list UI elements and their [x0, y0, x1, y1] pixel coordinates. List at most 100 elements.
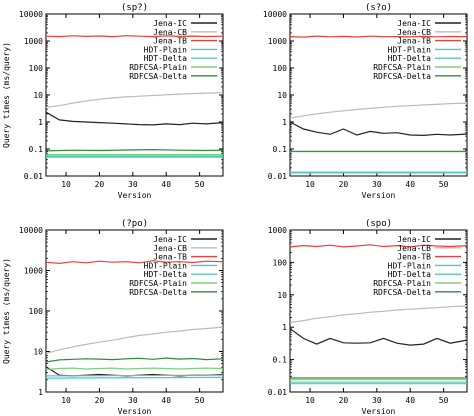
x-tick-label: 10	[61, 396, 71, 405]
series-line-jena-cb	[289, 102, 468, 119]
series-line-jena-tb	[45, 260, 224, 265]
legend-entry-label: Jena-IC	[153, 19, 187, 28]
y-tick-label: 10000	[19, 226, 43, 235]
x-tick-label: 50	[195, 180, 205, 189]
series-line-jena-ic	[289, 328, 468, 346]
y-tick-label: 1000	[24, 37, 43, 46]
x-tick-label: 10	[305, 396, 315, 405]
y-tick-label: 0.01	[268, 388, 287, 397]
y-tick-label: 0.1	[29, 145, 44, 154]
y-tick-label: 1000	[268, 37, 287, 46]
legend-entry-label: RDFCSA-Delta	[129, 72, 187, 81]
y-tick-label: 1000	[268, 226, 287, 235]
panel-title: (sp?)	[121, 3, 148, 13]
legend-entry-label: RDFCSA-Delta	[129, 288, 187, 297]
series-line-hdt-plain	[45, 376, 224, 379]
chart-panel-1: (s?o) 0.01 0.1 1 10 100 1000 10000 10 20 30 40 50 Ver…	[263, 3, 468, 200]
legend-entry-label: HDT-Delta	[388, 270, 432, 279]
legend-entry-label: Jena-TB	[153, 37, 187, 46]
legend-entry-label: HDT-Delta	[144, 54, 188, 63]
x-tick-label: 30	[128, 396, 138, 405]
series-line-jena-tb	[45, 35, 224, 38]
y-tick-label: 1000	[24, 267, 43, 276]
x-tick-label: 50	[195, 396, 205, 405]
legend-entry-label: RDFCSA-Plain	[373, 279, 431, 288]
x-tick-label: 40	[405, 180, 415, 189]
series-line-jena-ic	[45, 111, 224, 126]
legend-entry-label: HDT-Plain	[144, 45, 188, 54]
x-tick-label: 20	[95, 180, 105, 189]
legend-entry-label: Jena-CB	[153, 28, 187, 37]
chart-panel-3: (spo) 0.01 0.1 1 10 100 1000 10 20 30 40 50 Version J…	[268, 219, 468, 416]
chart-panels: (sp?) 0.01 0.1 1 10 100 1000 10000 10 20 30 40 50 Ver…	[19, 3, 468, 416]
legend-entry-label: RDFCSA-Plain	[129, 63, 187, 72]
y-tick-label: 10	[33, 348, 43, 357]
y-axis-title-top: Query times (ms/query)	[2, 42, 11, 148]
y-tick-label: 0.01	[24, 172, 43, 181]
x-axis-title: Version	[362, 407, 396, 416]
y-tick-label: 100	[29, 307, 44, 316]
y-tick-label: 0.1	[273, 145, 288, 154]
y-tick-label: 1	[282, 118, 287, 127]
y-tick-label: 100	[273, 258, 288, 267]
x-tick-label: 20	[339, 180, 349, 189]
legend-entry-label: Jena-CB	[397, 244, 431, 253]
chart-panel-0: (sp?) 0.01 0.1 1 10 100 1000 10000 10 20 30 40 50 Ver…	[19, 3, 224, 200]
legend-entry-label: Jena-TB	[153, 253, 187, 262]
legend-entry-label: HDT-Plain	[388, 261, 432, 270]
legend-entry-label: Jena-CB	[397, 28, 431, 37]
legend-entry-label: RDFCSA-Plain	[129, 279, 187, 288]
legend-entry-label: RDFCSA-Plain	[373, 63, 431, 72]
x-tick-label: 40	[161, 180, 171, 189]
series-line-rdfcsa-delta	[45, 357, 224, 363]
series-line-jena-ic	[289, 121, 468, 137]
x-tick-label: 30	[372, 396, 382, 405]
series-line-jena-cb	[45, 326, 224, 354]
panel-title: (spo)	[365, 219, 392, 229]
series-line-jena-tb	[289, 244, 468, 248]
x-tick-label: 10	[61, 180, 71, 189]
legend-entry-label: HDT-Plain	[388, 45, 432, 54]
plot-frame	[289, 229, 468, 393]
x-axis-title: Version	[118, 191, 152, 200]
legend-entry-label: HDT-Plain	[144, 261, 188, 270]
y-tick-label: 1	[282, 323, 287, 332]
y-tick-label: 10000	[19, 10, 43, 19]
x-axis-title: Version	[362, 191, 396, 200]
y-tick-label: 0.1	[273, 356, 288, 365]
chart-panel-2: (?po) 1 10 100 1000 10000 10 20 30 40 50 Version Jen…	[19, 219, 224, 416]
x-tick-label: 40	[405, 396, 415, 405]
legend-entry-label: Jena-IC	[397, 235, 431, 244]
legend-entry-label: Jena-TB	[397, 37, 431, 46]
y-tick-label: 1	[38, 118, 43, 127]
x-axis-title: Version	[118, 407, 152, 416]
x-tick-label: 20	[95, 396, 105, 405]
x-tick-label: 30	[128, 180, 138, 189]
series-line-jena-tb	[289, 35, 468, 38]
legend-entry-label: RDFCSA-Delta	[373, 288, 431, 297]
legend-entry-label: Jena-CB	[153, 244, 187, 253]
y-tick-label: 10000	[263, 10, 287, 19]
series-line-jena-cb	[289, 305, 468, 324]
legend-entry-label: HDT-Delta	[144, 270, 188, 279]
x-tick-label: 20	[339, 396, 349, 405]
x-tick-label: 10	[305, 180, 315, 189]
x-tick-label: 50	[439, 180, 449, 189]
y-axis-title-bottom: Query times (ms/query)	[2, 258, 11, 364]
y-tick-label: 10	[277, 291, 287, 300]
y-tick-label: 1	[38, 388, 43, 397]
y-tick-label: 10	[277, 91, 287, 100]
legend-entry-label: Jena-IC	[153, 235, 187, 244]
legend-entry-label: HDT-Delta	[388, 54, 432, 63]
x-tick-label: 40	[161, 396, 171, 405]
x-tick-label: 30	[372, 180, 382, 189]
x-tick-label: 50	[439, 396, 449, 405]
series-line-hdt-delta	[45, 374, 224, 377]
legend-entry-label: Jena-TB	[397, 253, 431, 262]
legend-entry-label: RDFCSA-Delta	[373, 72, 431, 81]
y-tick-label: 100	[29, 64, 44, 73]
series-line-jena-cb	[45, 92, 224, 108]
y-tick-label: 10	[33, 91, 43, 100]
panel-title: (?po)	[121, 219, 148, 229]
